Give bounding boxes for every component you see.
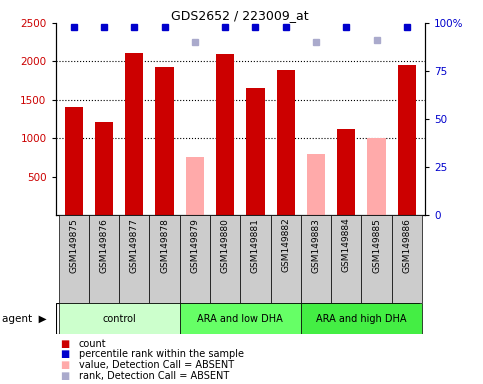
- Text: ■: ■: [60, 371, 70, 381]
- Text: GSM149881: GSM149881: [251, 218, 260, 273]
- Bar: [119, 215, 149, 303]
- Text: count: count: [79, 339, 106, 349]
- Bar: [331, 215, 361, 303]
- Text: GSM149882: GSM149882: [281, 218, 290, 272]
- Bar: [301, 303, 422, 334]
- Title: GDS2652 / 223009_at: GDS2652 / 223009_at: [171, 9, 309, 22]
- Text: ARA and high DHA: ARA and high DHA: [316, 314, 407, 324]
- Text: GSM149878: GSM149878: [160, 218, 169, 273]
- Bar: [58, 215, 89, 303]
- Text: GSM149877: GSM149877: [130, 218, 139, 273]
- Bar: [65, 107, 83, 215]
- Text: ■: ■: [60, 349, 70, 359]
- Bar: [398, 65, 416, 215]
- Text: percentile rank within the sample: percentile rank within the sample: [79, 349, 244, 359]
- Bar: [337, 129, 355, 215]
- Bar: [246, 88, 265, 215]
- Bar: [210, 215, 241, 303]
- Bar: [241, 215, 270, 303]
- Text: value, Detection Call = ABSENT: value, Detection Call = ABSENT: [79, 360, 234, 370]
- Text: agent  ▶: agent ▶: [2, 314, 47, 324]
- Text: GSM149875: GSM149875: [69, 218, 78, 273]
- Bar: [392, 215, 422, 303]
- Bar: [149, 215, 180, 303]
- Text: GSM149886: GSM149886: [402, 218, 412, 273]
- Bar: [180, 215, 210, 303]
- Text: ■: ■: [60, 360, 70, 370]
- Bar: [95, 122, 113, 215]
- Bar: [156, 67, 174, 215]
- Bar: [125, 53, 143, 215]
- Bar: [368, 138, 385, 215]
- Bar: [307, 154, 325, 215]
- Bar: [180, 303, 301, 334]
- Bar: [216, 54, 234, 215]
- Text: GSM149876: GSM149876: [99, 218, 109, 273]
- Text: ■: ■: [60, 339, 70, 349]
- Text: GSM149883: GSM149883: [312, 218, 321, 273]
- Bar: [58, 303, 180, 334]
- Bar: [89, 215, 119, 303]
- Text: GSM149880: GSM149880: [221, 218, 229, 273]
- Text: GSM149879: GSM149879: [190, 218, 199, 273]
- Bar: [277, 70, 295, 215]
- Bar: [361, 215, 392, 303]
- Bar: [186, 157, 204, 215]
- Bar: [301, 215, 331, 303]
- Text: rank, Detection Call = ABSENT: rank, Detection Call = ABSENT: [79, 371, 229, 381]
- Text: ARA and low DHA: ARA and low DHA: [198, 314, 283, 324]
- Text: GSM149884: GSM149884: [342, 218, 351, 272]
- Bar: [270, 215, 301, 303]
- Text: GSM149885: GSM149885: [372, 218, 381, 273]
- Text: control: control: [102, 314, 136, 324]
